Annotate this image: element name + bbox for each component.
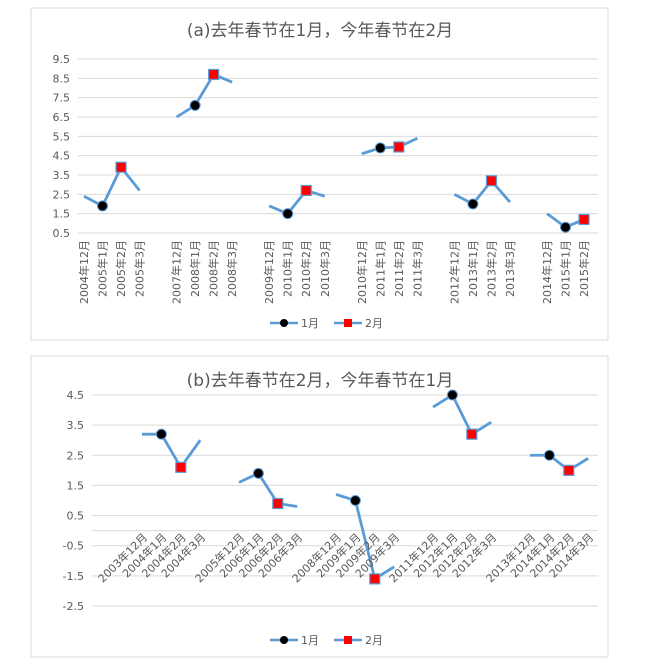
chart-title: (a)去年春节在1月，今年春节在2月: [187, 21, 453, 41]
x-tick-label: 2013年1月: [466, 240, 480, 297]
y-tick-label: 2.5: [53, 188, 71, 201]
series-line: [530, 453, 589, 473]
y-tick-label: 1.5: [67, 479, 85, 492]
x-tick-label: 2011年3月: [410, 240, 424, 297]
y-tick-label: -0.5: [63, 540, 84, 553]
y-tick-label: -2.5: [63, 600, 84, 613]
feb-point: [563, 464, 575, 476]
legend: 1月 2月: [270, 317, 383, 330]
x-tick-label: 2012年12月: [447, 240, 461, 304]
x-tick-label: 2005年1月: [96, 240, 110, 297]
jan-point: [97, 200, 109, 212]
series-line: [453, 178, 512, 206]
x-tick-label: 2008年2月: [207, 240, 221, 297]
feb-point: [466, 428, 478, 440]
legend-jan-marker: [280, 636, 288, 644]
legend-label-jan: 1月: [301, 317, 319, 330]
feb-point: [272, 497, 284, 510]
x-tick-label: 2014年12月: [540, 240, 554, 304]
x-tick-label: 2010年2月: [299, 240, 313, 297]
x-tick-label: 2010年3月: [318, 240, 332, 297]
series-line: [361, 136, 418, 156]
jan-point: [467, 198, 479, 210]
feb-point: [369, 573, 381, 585]
feb-point: [485, 175, 498, 187]
y-tick-label: -1.5: [63, 570, 84, 583]
x-tick-label: 2013年2月: [484, 240, 498, 297]
x-tick-label: 2010年12月: [355, 240, 369, 304]
x-tick-label: 2005年2月: [114, 240, 128, 297]
x-tick-label: 2011年1月: [373, 240, 387, 297]
y-tick-label: 1.5: [53, 208, 71, 221]
feb-point: [208, 68, 220, 81]
legend-feb-marker: [344, 319, 352, 327]
y-tick-label: 5.5: [53, 130, 71, 143]
legend: 1月 2月: [270, 634, 383, 647]
series-line: [268, 188, 326, 216]
legend-jan-marker: [280, 319, 288, 327]
x-tick-label: 2008年3月: [225, 240, 239, 297]
x-tick-label: 2013年3月: [503, 240, 517, 297]
series-line: [175, 72, 233, 119]
x-tick-label: 2011年2月: [392, 240, 406, 297]
series-line: [142, 432, 202, 470]
x-tick-label: 2010年1月: [281, 240, 295, 297]
x-tick-label: 2007年12月: [170, 240, 184, 304]
series-line: [432, 392, 492, 437]
chart-title: (b)去年春节在2月，今年春节在1月: [187, 371, 454, 391]
jan-point: [560, 221, 572, 233]
y-tick-label: 6.5: [53, 111, 71, 124]
x-tick-label: 2009年12月: [262, 240, 276, 304]
feb-point: [300, 184, 312, 197]
feb-point: [578, 213, 590, 226]
chart-frame: [30, 355, 609, 658]
legend-label-jan: 1月: [301, 634, 319, 647]
legend-feb-marker: [344, 636, 352, 644]
jan-point: [543, 449, 555, 461]
y-tick-label: 3.5: [67, 419, 85, 432]
x-tick-label: 2005年3月: [133, 240, 147, 297]
jan-point: [349, 495, 361, 506]
feb-point: [115, 161, 127, 173]
chart-b: (b)去年春节在2月，今年春节在1月 -2.5 -1.5 -0.5 0.5 1.5 2.5 3…: [30, 355, 609, 658]
series-line: [83, 164, 141, 208]
jan-point: [155, 428, 167, 440]
jan-point: [374, 142, 386, 154]
series-line: [335, 493, 395, 582]
y-tick-label: 4.5: [53, 150, 71, 163]
x-tick-label: 2015年1月: [559, 240, 573, 297]
y-tick-label: 0.5: [67, 510, 85, 523]
legend-label-feb: 2月: [365, 317, 383, 330]
y-tick-label: 9.5: [53, 53, 71, 66]
jan-point: [282, 208, 294, 220]
x-tick-label: 2004年12月: [77, 240, 91, 304]
jan-point: [189, 99, 201, 111]
y-tick-label: 7.5: [53, 92, 71, 105]
chart-a: (a)去年春节在1月，今年春节在2月 0.5 1.5 2.5 3.5 4.5 5.5 6.5 7…: [30, 7, 609, 341]
feb-point: [175, 461, 187, 473]
jan-point: [446, 389, 458, 401]
x-tick-label: 2008年1月: [188, 240, 202, 297]
y-tick-label: 0.5: [53, 227, 71, 240]
y-tick-label: 2.5: [67, 449, 85, 462]
x-tick-label: 2015年2月: [577, 240, 591, 297]
series-line: [238, 471, 298, 508]
y-tick-label: 3.5: [53, 169, 71, 182]
legend-label-feb: 2月: [365, 634, 383, 647]
feb-point: [393, 141, 405, 153]
y-tick-label: 4.5: [67, 389, 85, 402]
y-tick-label: 8.5: [53, 72, 71, 85]
jan-point: [252, 467, 264, 479]
